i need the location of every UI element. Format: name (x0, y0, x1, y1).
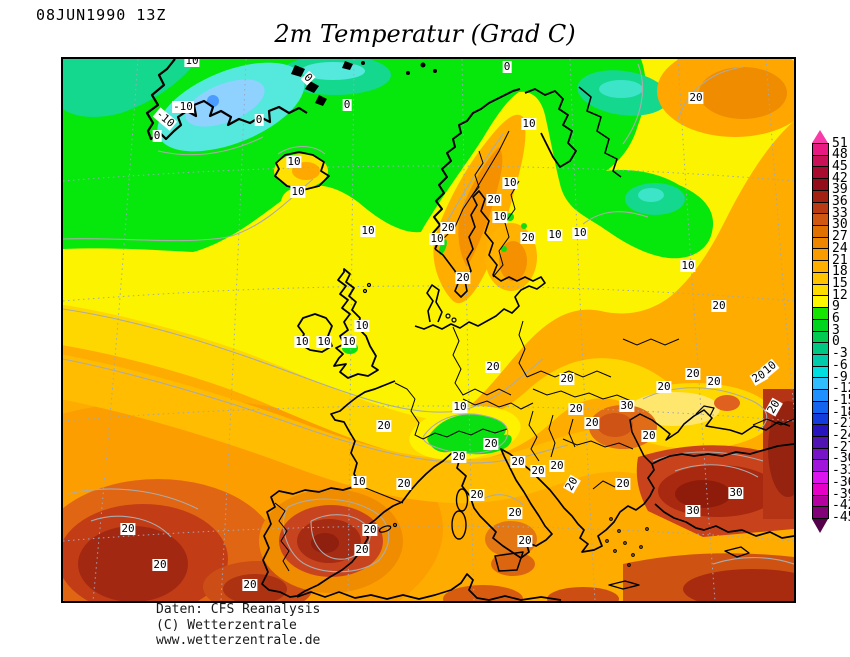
scale-tick-label: 24 (832, 240, 848, 256)
scale-segment (813, 214, 828, 227)
scale-segment (813, 331, 828, 344)
scale-segment (813, 378, 828, 391)
temperature-field (63, 59, 794, 601)
credits-source: Daten: CFS Reanalysis (156, 602, 321, 617)
scale-segment (813, 155, 828, 168)
scale-segment (813, 343, 828, 355)
color-scale-labels: 51 48 45 42 39 36 33 30 27 24 21 18 15 12 9 6 3 0 -3 -6 -9 -1… (832, 130, 850, 534)
scale-segment (813, 425, 828, 437)
scale-tick-label: -9 (832, 369, 848, 385)
scale-tick-label: -6 (832, 357, 848, 373)
scale-tick-label: 18 (832, 264, 848, 280)
scale-segment (813, 507, 828, 518)
map-frame: 10 0 -10 -10 0 10 10 0 0 0 10 10 20 10 20 10 10 20 10 10 20 1… (61, 57, 796, 603)
scale-segment (813, 436, 828, 449)
scale-tick-label: 30 (832, 217, 848, 233)
scale-tick-label: 42 (832, 170, 848, 186)
scale-tick-label: 9 (832, 299, 840, 315)
scale-tick-label: 27 (832, 229, 848, 245)
scale-tick-label: 21 (832, 252, 848, 268)
scale-tick-label: 48 (832, 147, 848, 163)
scale-segment (813, 179, 828, 191)
scale-tick-label: -18 (832, 404, 850, 420)
scale-segment (813, 354, 828, 367)
scale-segment (813, 308, 828, 320)
scale-tick-label: -15 (832, 392, 850, 408)
scale-segment (813, 366, 828, 379)
page-title: 2m Temperatur (Grad C) (274, 20, 576, 48)
color-scale-bar (812, 143, 829, 519)
scale-tick-label: -27 (832, 439, 850, 455)
scale-segment (813, 413, 828, 426)
scale-tick-label: -42 (832, 498, 850, 514)
scale-tick-label: -24 (832, 428, 850, 443)
scale-segment (813, 448, 828, 461)
coastlines (145, 59, 794, 601)
scale-segment (813, 284, 828, 297)
scale-tick-label: -36 (832, 474, 850, 490)
scale-segment (813, 190, 828, 203)
isotherm-lines (63, 63, 794, 573)
scale-segment (813, 226, 828, 238)
scale-arrow-down-icon (812, 519, 828, 533)
scale-tick-label: 45 (832, 158, 848, 174)
scale-tick-label: 33 (832, 205, 848, 221)
scale-arrow-up-icon (812, 130, 828, 143)
scale-tick-label: -33 (832, 463, 850, 479)
scale-tick-label: 12 (832, 287, 848, 303)
scale-tick-label: 39 (832, 182, 848, 198)
graticule (63, 59, 794, 601)
scale-segment (813, 237, 828, 250)
scale-segment (813, 390, 828, 402)
scale-tick-label: 6 (832, 311, 840, 326)
scale-segment (813, 472, 828, 484)
scale-tick-label: -45 (832, 509, 850, 525)
scale-segment (813, 296, 828, 309)
scale-segment (813, 495, 828, 508)
scale-tick-label: 0 (832, 334, 840, 350)
scale-segment (813, 261, 828, 273)
scale-segment (813, 272, 828, 285)
scale-tick-label: -30 (832, 451, 850, 467)
scale-segment (813, 483, 828, 496)
scale-tick-label: 51 (832, 135, 848, 151)
scale-tick-label: 15 (832, 275, 848, 291)
scale-segment (813, 319, 828, 332)
credits: Daten: CFS Reanalysis (C) Wetterzentrale… (156, 602, 320, 649)
scale-segment (813, 167, 828, 180)
run-timestamp: 08JUN1990 13Z (36, 6, 167, 24)
scale-segment (813, 401, 828, 414)
scale-tick-label: -12 (832, 381, 850, 397)
scale-tick-label: -39 (832, 486, 850, 502)
scale-segment (813, 460, 828, 473)
scale-tick-label: 3 (832, 322, 840, 338)
scale-segment (813, 202, 828, 215)
credits-copyright: (C) Wetterzentrale (156, 617, 297, 633)
scale-segment (813, 249, 828, 262)
scale-tick-label: 36 (832, 194, 848, 209)
credits-url: www.wetterzentrale.de (156, 633, 321, 648)
scale-tick-label: -3 (832, 346, 848, 362)
scale-tick-label: -21 (832, 416, 850, 432)
temperature-map (63, 59, 794, 601)
scale-segment (813, 144, 828, 156)
